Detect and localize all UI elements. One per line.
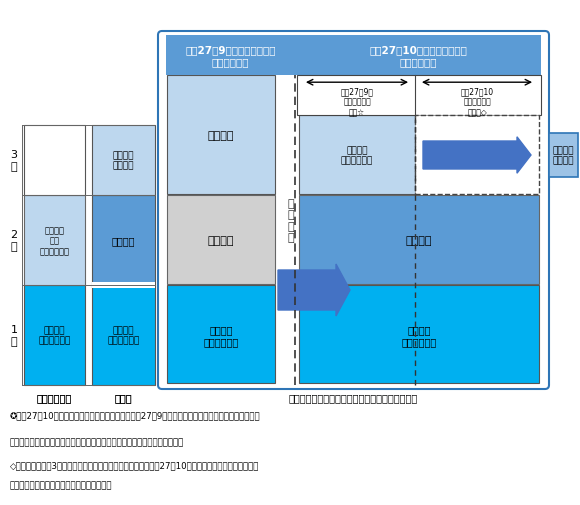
Text: ◇共済年金独自の3階部分である「職域部分」は廃止され、平成27年10月からは新たな年金制度として: ◇共済年金独自の3階部分である「職域部分」は廃止され、平成27年10月からは新た… (10, 460, 259, 469)
Text: 厚生年金: 厚生年金 (112, 235, 135, 245)
Bar (167, 195, 275, 284)
Polygon shape (415, 116, 539, 194)
Text: 国民年金
（基礎年金）: 国民年金 （基礎年金） (401, 325, 437, 346)
Bar (92, 282, 155, 288)
Text: 経過措置として、その期間に応じた職域年金部分の年金が支給されます。: 経過措置として、その期間に応じた職域年金部分の年金が支給されます。 (10, 437, 184, 446)
Text: 平成27年9月までに受給権が
発生する年金: 平成27年9月までに受給権が 発生する年金 (185, 45, 276, 67)
Text: 2
階: 2 階 (10, 230, 17, 251)
Bar (167, 285, 275, 383)
Text: 厚生年金: 厚生年金 (406, 235, 432, 245)
FancyArrow shape (278, 265, 350, 316)
Text: 会社員: 会社員 (115, 392, 132, 402)
Text: 国民年金
（基礎年金）: 国民年金 （基礎年金） (204, 325, 238, 346)
Text: 国民年金
（基礎年金）: 国民年金 （基礎年金） (107, 326, 140, 345)
Text: 3
階: 3 階 (10, 150, 17, 172)
FancyBboxPatch shape (158, 32, 549, 389)
Text: 平成27年9月
までの組合員
期間☆: 平成27年9月 までの組合員 期間☆ (340, 87, 374, 117)
Bar (299, 285, 539, 383)
Bar (167, 76, 275, 194)
Bar (299, 195, 539, 284)
Text: 厚生年金
基金など: 厚生年金 基金など (113, 151, 134, 170)
Text: 自営業者など: 自営業者など (37, 392, 72, 402)
Bar (92, 285, 155, 385)
Text: ✪平成27年10月以降に受給権が発生する方で、平成27年9月までの組合員期間がある方については、: ✪平成27年10月以降に受給権が発生する方で、平成27年9月までの組合員期間があ… (10, 410, 260, 419)
Text: 「年金払い退職給付」が創設されました。: 「年金払い退職給付」が創設されました。 (10, 480, 113, 489)
Text: 共済年金: 共済年金 (208, 235, 234, 245)
Bar (297, 76, 541, 116)
Text: 1
階: 1 階 (10, 325, 17, 346)
Text: 自営業者など: 自営業者など (37, 392, 72, 402)
Bar (166, 36, 295, 76)
Text: 国民年金
基金
（任意加入）: 国民年金 基金 （任意加入） (39, 226, 70, 256)
Text: 平成27年10月以降に受給権が
発生する年金: 平成27年10月以降に受給権が 発生する年金 (369, 45, 467, 67)
Text: 一
元
化
後: 一 元 化 後 (287, 198, 294, 243)
Bar (92, 195, 155, 285)
Text: 職域部分
（経過措置）: 職域部分 （経過措置） (341, 146, 373, 165)
Bar (24, 126, 85, 195)
Bar (92, 126, 155, 195)
Text: 会社員: 会社員 (115, 392, 132, 402)
Text: 平成27年10
月以降の組合
員期間◇: 平成27年10 月以降の組合 員期間◇ (461, 87, 494, 117)
Bar (299, 116, 415, 194)
FancyArrow shape (423, 137, 531, 174)
Bar (24, 195, 85, 285)
Text: 国民年金
（基礎年金）: 国民年金 （基礎年金） (38, 326, 71, 345)
Text: 国家公務員・地方公務員・私立学校の教職員など: 国家公務員・地方公務員・私立学校の教職員など (289, 392, 418, 402)
Bar (24, 285, 85, 385)
Text: 職域部分: 職域部分 (208, 131, 234, 141)
Bar (295, 36, 541, 76)
Text: 年金払い
退職給付: 年金払い 退職給付 (553, 146, 574, 165)
Bar (549, 134, 578, 178)
